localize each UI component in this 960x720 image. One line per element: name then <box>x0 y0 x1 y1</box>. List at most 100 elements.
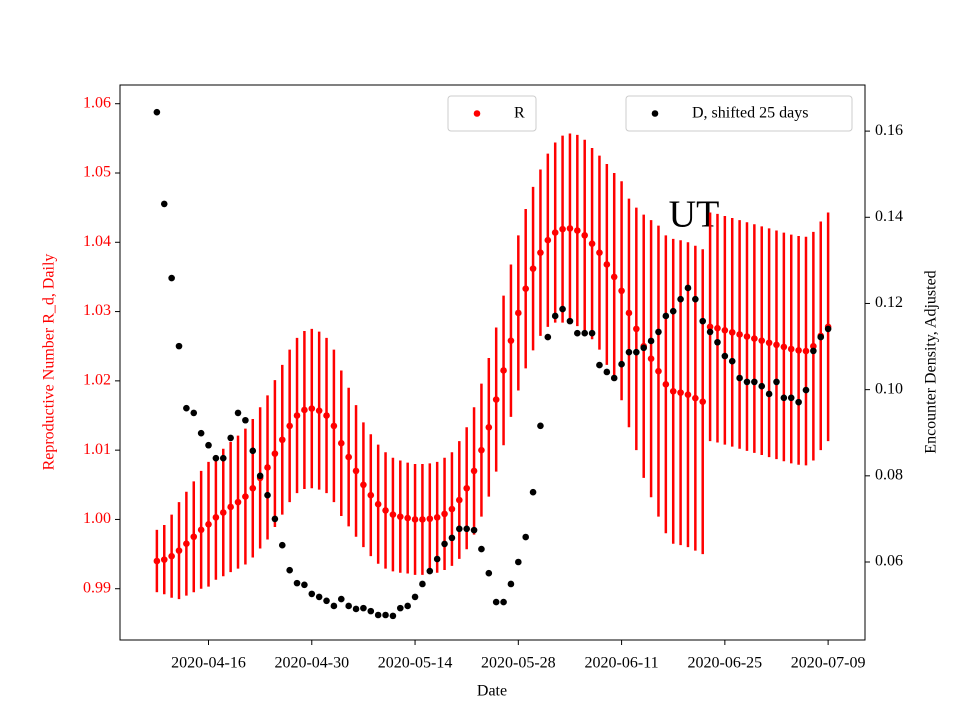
point <box>625 309 633 317</box>
point <box>507 337 515 344</box>
x-tick-label: 2020-04-16 <box>171 655 246 672</box>
y2-tick-label: 0.06 <box>875 553 903 570</box>
point <box>352 467 360 475</box>
point <box>581 232 589 239</box>
point <box>787 394 795 402</box>
point <box>212 514 220 521</box>
point <box>264 464 271 471</box>
point <box>492 598 500 606</box>
point <box>441 510 448 518</box>
point <box>367 491 375 499</box>
point <box>404 514 411 522</box>
point <box>367 607 375 615</box>
point <box>640 344 648 352</box>
point <box>500 598 507 606</box>
x-tick-label: 2020-05-14 <box>378 655 453 672</box>
point <box>278 541 286 549</box>
point <box>751 335 758 342</box>
point <box>227 503 234 511</box>
point <box>456 525 463 533</box>
point <box>551 229 559 236</box>
legend-label: R <box>514 105 525 122</box>
y2-tick-label: 0.10 <box>875 380 903 397</box>
point <box>669 307 677 315</box>
point <box>802 386 810 394</box>
point <box>478 545 485 553</box>
y-tick-label: 1.05 <box>83 164 111 181</box>
point <box>736 331 743 338</box>
point <box>286 566 293 574</box>
point <box>382 611 389 619</box>
point <box>684 391 692 399</box>
point <box>559 225 566 233</box>
point <box>810 342 817 350</box>
point <box>773 341 780 349</box>
point <box>330 602 338 610</box>
point <box>426 515 434 523</box>
point <box>655 367 662 375</box>
legend-box <box>625 95 853 132</box>
point <box>219 454 227 462</box>
point <box>175 547 183 554</box>
point <box>168 274 175 282</box>
legend-marker <box>651 110 659 117</box>
point <box>500 367 507 374</box>
point <box>485 423 493 431</box>
y2-tick-label: 0.16 <box>875 122 903 139</box>
point <box>522 533 529 541</box>
point <box>655 328 662 336</box>
point <box>544 333 552 341</box>
point <box>160 200 168 208</box>
point <box>197 429 205 437</box>
point <box>219 509 227 516</box>
y-tick-label: 1.00 <box>83 510 111 527</box>
point <box>537 249 544 256</box>
point <box>470 526 478 534</box>
y2-tick-label: 0.08 <box>875 466 903 483</box>
point <box>780 343 788 351</box>
point <box>256 472 264 480</box>
point <box>448 505 456 513</box>
point <box>765 390 773 398</box>
point <box>463 525 470 533</box>
point <box>419 580 426 588</box>
y-tick-label: 1.06 <box>83 94 111 111</box>
y-tick-label: 1.02 <box>83 372 111 389</box>
point <box>714 338 721 346</box>
legend-label: D, shifted 25 days <box>692 105 808 122</box>
point <box>330 422 338 430</box>
point <box>633 348 640 356</box>
point <box>389 511 397 518</box>
point <box>795 398 802 406</box>
x-tick-label: 2020-06-11 <box>585 655 659 672</box>
y-tick-label: 1.01 <box>83 441 111 458</box>
point <box>795 347 802 354</box>
point <box>492 396 500 403</box>
point <box>308 590 316 598</box>
point <box>308 405 316 412</box>
point <box>677 295 684 303</box>
annotation: UT <box>669 194 720 236</box>
point <box>153 108 161 116</box>
point <box>433 555 441 563</box>
point <box>743 333 751 340</box>
point <box>271 515 279 523</box>
point <box>574 329 581 337</box>
point <box>293 412 301 419</box>
point <box>249 484 257 492</box>
point <box>433 514 441 521</box>
point <box>529 265 537 272</box>
point <box>264 491 271 499</box>
point <box>625 348 633 356</box>
point <box>765 339 773 347</box>
point <box>426 567 434 575</box>
y2-tick-label: 0.14 <box>875 208 903 225</box>
point <box>544 236 552 244</box>
point <box>419 516 426 523</box>
point <box>396 513 404 520</box>
point <box>699 398 707 405</box>
point <box>507 580 515 588</box>
point <box>205 441 212 449</box>
point <box>515 558 522 566</box>
point <box>389 612 397 620</box>
